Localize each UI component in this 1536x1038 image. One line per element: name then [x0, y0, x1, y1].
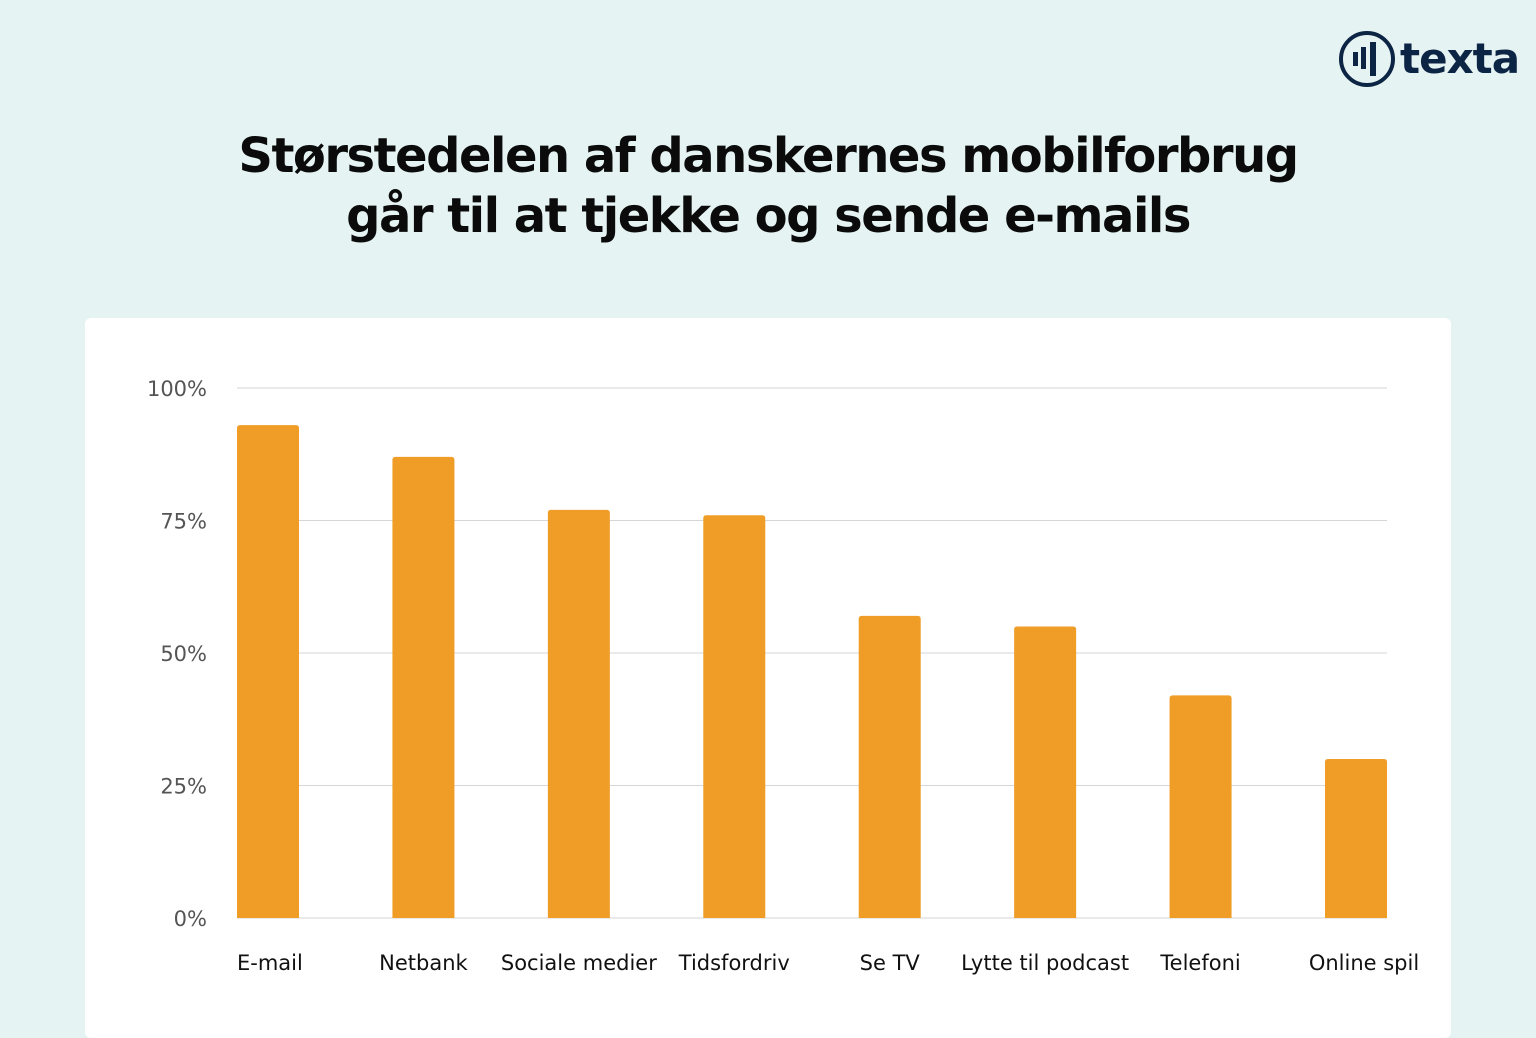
title-line-2: går til at tjekke og sende e-mails — [346, 188, 1191, 244]
bar-telefoni — [1169, 695, 1232, 918]
title-line-1: Størstedelen af danskernes mobilforbrug — [238, 128, 1299, 184]
y-tick-label: 50% — [160, 642, 207, 666]
y-tick-label: 0% — [174, 907, 207, 931]
texta-logo: texta — [1338, 30, 1520, 88]
bar-online-spil — [1325, 759, 1387, 918]
bar-netbank — [392, 456, 455, 918]
bar-sociale-medier — [547, 509, 610, 918]
y-tick-label: 100% — [147, 377, 207, 401]
x-tick-label: Netbank — [379, 951, 468, 975]
x-tick-label: Lytte til podcast — [961, 951, 1129, 975]
x-tick-label: Sociale medier — [501, 951, 657, 975]
logo-text: texta — [1400, 34, 1520, 83]
bar-tidsfordriv — [703, 515, 766, 918]
x-tick-label: Se TV — [860, 951, 921, 975]
bar-e-mail — [237, 425, 299, 918]
chart-title: Størstedelen af danskernes mobilforbrug … — [0, 126, 1536, 246]
texta-logo-icon — [1339, 31, 1395, 87]
y-tick-label: 75% — [160, 510, 207, 534]
x-tick-label: Tidsfordriv — [678, 951, 790, 975]
bar-lytte-til-podcast — [1014, 626, 1077, 918]
x-tick-label: E-mail — [237, 951, 303, 975]
x-tick-label: Telefoni — [1159, 951, 1240, 975]
x-tick-label: Online spil — [1309, 951, 1419, 975]
bar-se-tv — [858, 615, 921, 918]
y-tick-label: 25% — [160, 775, 207, 799]
